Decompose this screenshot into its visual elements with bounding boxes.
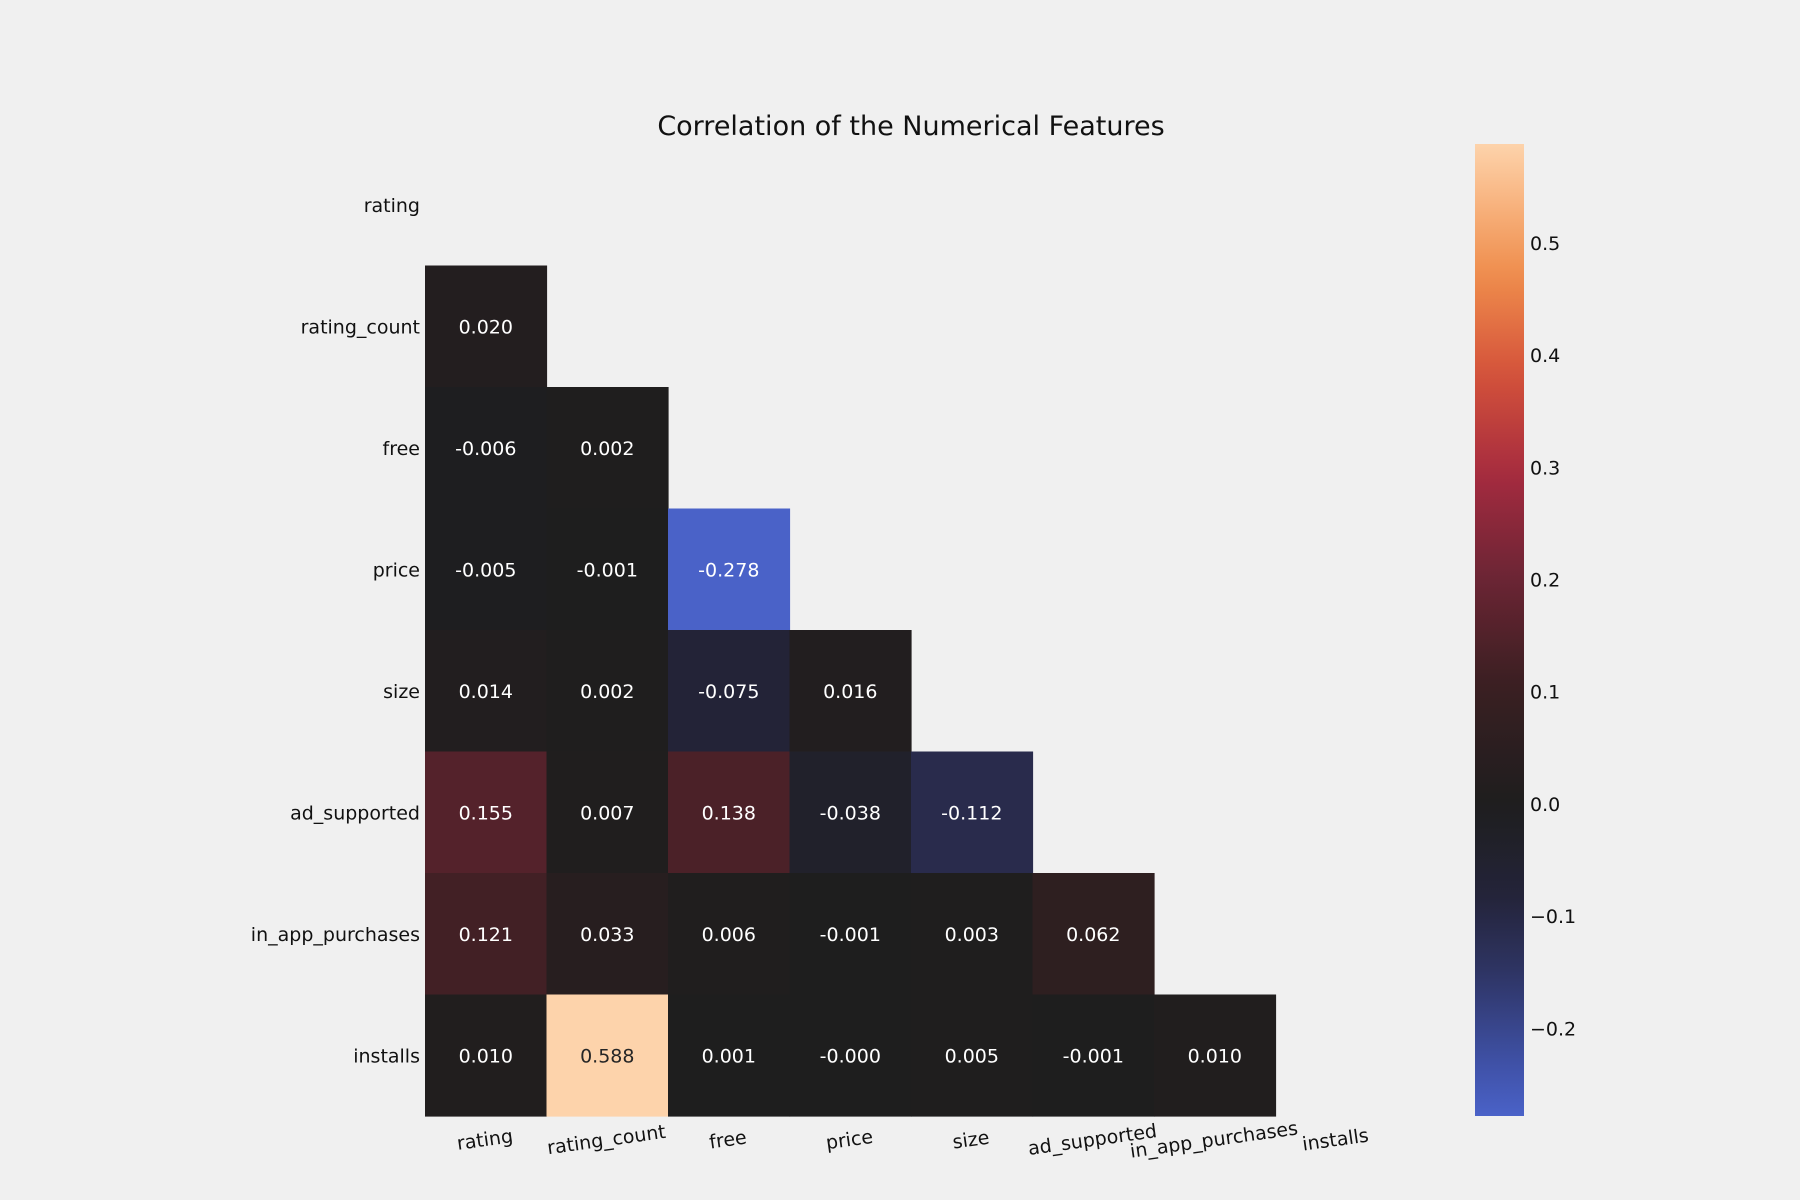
cell-value-label: 0.014 [459, 681, 513, 703]
cell-value-label: 0.033 [580, 924, 634, 946]
heatmap-cell-in_app_purchases-free [668, 873, 791, 996]
heatmap-cell-price-rating_count [546, 508, 669, 631]
cell-value-label: 0.020 [459, 316, 513, 338]
cell-value-label: 0.062 [1066, 924, 1120, 946]
colorbar-tick-label: 0.4 [1530, 345, 1560, 367]
colorbar-tick-label: 0.0 [1530, 794, 1560, 816]
colorbar-tick-label: 0.1 [1530, 682, 1560, 704]
heatmap-cell-installs-ad_supported [1032, 994, 1155, 1117]
cell-value-label: 0.002 [580, 681, 634, 703]
y-tick-label: installs [353, 1045, 420, 1067]
y-tick-label: ad_supported [290, 802, 420, 824]
heatmap-cell-free-rating_count [546, 387, 669, 510]
cell-value-label: -0.000 [820, 1045, 881, 1067]
cell-value-label: 0.003 [945, 924, 999, 946]
heatmap-cell-ad_supported-size [911, 751, 1034, 874]
cell-value-label: -0.278 [698, 559, 759, 581]
heatmap-cell-in_app_purchases-rating_count [546, 873, 669, 996]
heatmap-cell-installs-rating_count [546, 994, 669, 1117]
cell-value-label: 0.002 [580, 438, 634, 460]
colorbar-tick-label: −0.1 [1530, 906, 1576, 928]
heatmap-cell-size-rating [425, 630, 548, 753]
x-tick-label: free [708, 1127, 748, 1154]
heatmap-cell-in_app_purchases-rating [425, 873, 548, 996]
heatmap-cell-free-rating [425, 387, 548, 510]
heatmap-cell-in_app_purchases-size [911, 873, 1034, 996]
cell-value-label: -0.001 [577, 559, 638, 581]
heatmap-cell-price-free [668, 508, 791, 631]
x-tick-label: installs [1301, 1125, 1370, 1156]
cell-value-label: 0.121 [459, 924, 513, 946]
heatmap-cell-size-free [668, 630, 791, 753]
colorbar-tick-label: 0.5 [1530, 233, 1560, 255]
heatmap-cell-ad_supported-rating [425, 751, 548, 874]
colorbar-tick-label: 0.2 [1530, 570, 1560, 592]
heatmap-cell-size-price [789, 630, 912, 753]
chart-title: Correlation of the Numerical Features [657, 111, 1164, 142]
heatmap-cell-installs-free [668, 994, 791, 1117]
heatmap-cell-ad_supported-rating_count [546, 751, 669, 874]
cell-value-label: 0.588 [580, 1045, 634, 1067]
cell-value-label: 0.010 [459, 1045, 513, 1067]
cell-value-label: -0.075 [698, 681, 759, 703]
x-tick-label: size [951, 1127, 991, 1154]
cell-value-label: 0.005 [945, 1045, 999, 1067]
cell-value-label: -0.038 [820, 802, 881, 824]
y-tick-label: rating [364, 195, 420, 217]
heatmap-cell-installs-price [789, 994, 912, 1117]
cell-value-label: -0.006 [455, 438, 516, 460]
cell-value-label: -0.112 [941, 802, 1002, 824]
heatmap-cell-size-rating_count [546, 630, 669, 753]
y-tick-label: size [383, 681, 420, 703]
cell-value-label: 0.007 [580, 802, 634, 824]
colorbar-tick-label: 0.3 [1530, 457, 1560, 479]
heatmap-cell-price-rating [425, 508, 548, 631]
heatmap-cell-ad_supported-free [668, 751, 791, 874]
cell-value-label: 0.010 [1188, 1045, 1242, 1067]
y-tick-label: price [373, 559, 420, 581]
heatmap-cell-installs-in_app_purchases [1154, 994, 1277, 1117]
colorbar-tick-labels: −0.2 −0.1 0.0 0.1 0.2 0.3 0.4 0.5 [1530, 233, 1576, 1041]
heatmap-cell-installs-size [911, 994, 1034, 1117]
heatmap-cell-installs-rating [425, 994, 548, 1117]
cell-value-label: -0.005 [455, 559, 516, 581]
cell-value-label: 0.001 [702, 1045, 756, 1067]
colorbar-tick-label: −0.2 [1530, 1019, 1576, 1041]
cell-value-label: 0.155 [459, 802, 513, 824]
cell-value-label: 0.016 [823, 681, 877, 703]
x-tick-label: rating [456, 1125, 515, 1155]
y-tick-label: free [383, 438, 420, 460]
cell-value-label: -0.001 [820, 924, 881, 946]
heatmap-cell-in_app_purchases-ad_supported [1032, 873, 1155, 996]
colorbar [1475, 144, 1524, 1116]
heatmap-cell-ad_supported-price [789, 751, 912, 874]
x-tick-label: rating_count [546, 1121, 667, 1159]
heatmap-cell-labels: 0.020 -0.006 0.002 -0.005 -0.001 -0.278 0.014 0… [455, 316, 1242, 1067]
y-tick-label: in_app_purchases [251, 924, 420, 946]
heatmap-cell-in_app_purchases-price [789, 873, 912, 996]
cell-value-label: 0.138 [702, 802, 756, 824]
cell-value-label: -0.001 [1063, 1045, 1124, 1067]
x-tick-label: price [825, 1126, 875, 1154]
cell-value-label: 0.006 [702, 924, 756, 946]
heatmap-cell-rating_count-rating [425, 265, 548, 388]
heatmap-cells [425, 265, 1277, 1117]
y-tick-label: rating_count [301, 316, 420, 338]
x-axis-tick-labels: rating rating_count free price size ad_suppor… [456, 1117, 1371, 1162]
